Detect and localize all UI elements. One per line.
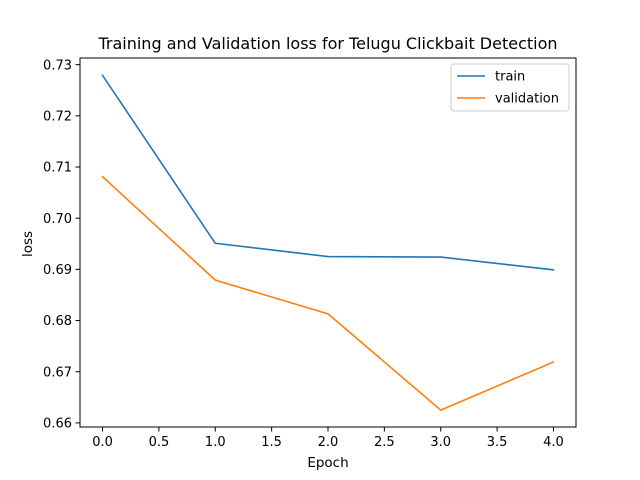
y-tick-label: 0.68 bbox=[43, 314, 72, 329]
chart-title: Training and Validation loss for Telugu … bbox=[97, 34, 557, 53]
y-tick-label: 0.72 bbox=[43, 109, 72, 124]
axes-frame bbox=[79, 57, 577, 428]
legend-label-validation: validation bbox=[495, 92, 559, 107]
y-tick-label: 0.69 bbox=[43, 263, 72, 278]
x-tick-label: 0.0 bbox=[92, 435, 113, 450]
x-tick-label: 2.5 bbox=[374, 435, 395, 450]
x-tick-label: 3.5 bbox=[487, 435, 508, 450]
x-tick-label: 2.0 bbox=[318, 435, 339, 450]
legend-label-train: train bbox=[495, 70, 525, 85]
legend: train validation bbox=[450, 63, 570, 112]
x-tick-label: 4.0 bbox=[543, 435, 564, 450]
y-axis-label: loss bbox=[20, 231, 36, 257]
plot-area: 0.0 0.5 1.0 1.5 2.0 2.5 3.0 3.5 4.0 0.66 0.67 0.68 0… bbox=[43, 57, 577, 450]
series-line-train bbox=[101, 74, 555, 271]
x-tick-label: 1.0 bbox=[205, 435, 226, 450]
x-axis-label: Epoch bbox=[307, 455, 348, 471]
y-tick-label: 0.67 bbox=[43, 365, 72, 380]
y-tick-label: 0.66 bbox=[43, 417, 72, 432]
y-tick-label: 0.70 bbox=[43, 212, 72, 227]
x-tick-label: 0.5 bbox=[149, 435, 170, 450]
series-line-validation bbox=[101, 175, 555, 411]
y-tick-label: 0.73 bbox=[43, 58, 72, 73]
x-tick-label: 3.0 bbox=[430, 435, 451, 450]
x-tick-label: 1.5 bbox=[261, 435, 282, 450]
y-tick-label: 0.71 bbox=[43, 161, 72, 176]
